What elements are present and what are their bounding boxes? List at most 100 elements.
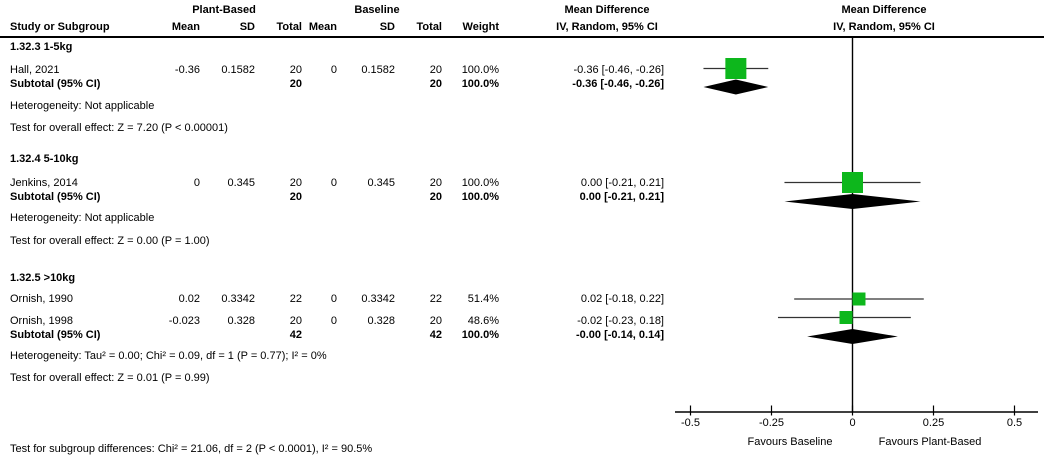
plant-total-cell: 20: [289, 191, 302, 203]
baseline-mean-cell: 0: [330, 315, 337, 327]
plant-mean-header: Mean: [171, 21, 200, 33]
baseline-sd-cell: 0.3342: [361, 293, 395, 305]
iv-random-plot-header: IV, Random, 95% CI: [833, 21, 935, 33]
weight-cell: 51.4%: [467, 293, 499, 305]
baseline-total-cell: 20: [429, 191, 442, 203]
subtotal-label: Subtotal (95% CI): [10, 329, 101, 341]
study-name: Jenkins, 2014: [10, 177, 78, 189]
plant-sd-cell: 0.328: [227, 315, 255, 327]
subgroup-differences-row: Test for subgroup differences: Chi² = 21…: [0, 443, 1044, 456]
plant-sd-cell: 0.345: [227, 177, 255, 189]
plant-mean-cell: 0.02: [178, 293, 200, 305]
heterogeneity-text: Heterogeneity: Not applicable: [10, 100, 155, 112]
study-row: Ornish, 1998 -0.023 0.328 20 0 0.328 20 …: [0, 315, 1044, 328]
subgroup-label: 1.32.5 >10kg: [10, 272, 76, 284]
heterogeneity-row: Heterogeneity: Not applicable: [0, 212, 1044, 225]
baseline-total-header: Total: [416, 21, 442, 33]
overall-effect-row: Test for overall effect: Z = 0.01 (P = 0…: [0, 372, 1044, 385]
plant-sd-cell: 0.1582: [221, 64, 255, 76]
baseline-total-cell: 20: [429, 177, 442, 189]
plant-total-cell: 20: [289, 177, 302, 189]
study-name: Ornish, 1990: [10, 293, 73, 305]
table-column-header-row: Study or Subgroup Mean SD Total Mean SD …: [0, 21, 1044, 34]
favours-baseline-label: Favours Baseline: [747, 436, 833, 448]
iv-random-text-header: IV, Random, 95% CI: [556, 21, 658, 33]
baseline-total-cell: 22: [429, 293, 442, 305]
table-group-header-row: Plant-Based Baseline Mean Difference Mea…: [0, 4, 1044, 17]
header-rule: [0, 36, 1044, 38]
study-row: Jenkins, 2014 0 0.345 20 0 0.345 20 100.…: [0, 177, 1044, 190]
study-name: Hall, 2021: [10, 64, 60, 76]
heterogeneity-row: Heterogeneity: Tau² = 0.00; Chi² = 0.09,…: [0, 350, 1044, 363]
overall-effect-text: Test for overall effect: Z = 0.01 (P = 0…: [10, 372, 210, 384]
baseline-mean-cell: 0: [330, 293, 337, 305]
plant-total-cell: 20: [289, 315, 302, 327]
baseline-mean-cell: 0: [330, 64, 337, 76]
subtotal-row: Subtotal (95% CI) 20 20 100.0% -0.36 [-0…: [0, 78, 1044, 91]
plant-mean-cell: -0.36: [174, 64, 200, 76]
overall-effect-row: Test for overall effect: Z = 7.20 (P < 0…: [0, 122, 1044, 135]
axis-tick-label: -0.25: [758, 417, 785, 429]
plant-mean-cell: -0.023: [168, 315, 200, 327]
weight-cell: 100.0%: [461, 191, 499, 203]
baseline-group-header: Baseline: [354, 4, 400, 16]
axis-tick-label: 0: [849, 417, 856, 429]
study-row: Ornish, 1990 0.02 0.3342 22 0 0.3342 22 …: [0, 293, 1044, 306]
overall-effect-row: Test for overall effect: Z = 0.00 (P = 1…: [0, 235, 1044, 248]
study-row: Hall, 2021 -0.36 0.1582 20 0 0.1582 20 1…: [0, 64, 1044, 77]
baseline-sd-header: SD: [379, 21, 395, 33]
baseline-sd-cell: 0.345: [367, 177, 395, 189]
baseline-total-cell: 20: [429, 64, 442, 76]
baseline-mean-header: Mean: [308, 21, 337, 33]
subgroup-label-row: 1.32.3 1-5kg: [0, 41, 1044, 54]
weight-cell: 100.0%: [461, 64, 499, 76]
ci-text-cell: -0.02 [-0.23, 0.18]: [577, 315, 664, 327]
favours-plant-based-label: Favours Plant-Based: [878, 436, 982, 448]
baseline-sd-cell: 0.328: [367, 315, 395, 327]
axis-tick-label: -0.5: [681, 417, 700, 429]
overall-effect-text: Test for overall effect: Z = 7.20 (P < 0…: [10, 122, 228, 134]
baseline-total-cell: 20: [429, 315, 442, 327]
plant-total-cell: 22: [289, 293, 302, 305]
plant-total-header: Total: [276, 21, 302, 33]
plant-sd-cell: 0.3342: [221, 293, 255, 305]
weight-cell: 100.0%: [461, 78, 499, 90]
heterogeneity-text: Heterogeneity: Tau² = 0.00; Chi² = 0.09,…: [10, 350, 327, 362]
axis-tick-label: 0.5: [1006, 417, 1023, 429]
plant-sd-header: SD: [239, 21, 255, 33]
heterogeneity-row: Heterogeneity: Not applicable: [0, 100, 1044, 113]
subgroup-label: 1.32.3 1-5kg: [10, 41, 73, 53]
weight-cell: 100.0%: [461, 177, 499, 189]
plant-total-cell: 20: [289, 78, 302, 90]
ci-text-cell: -0.36 [-0.46, -0.26]: [572, 78, 664, 90]
ci-text-cell: -0.36 [-0.46, -0.26]: [573, 64, 665, 76]
overall-effect-text: Test for overall effect: Z = 0.00 (P = 1…: [10, 235, 210, 247]
baseline-mean-cell: 0: [330, 177, 337, 189]
ci-text-cell: -0.00 [-0.14, 0.14]: [575, 329, 664, 341]
plant-mean-cell: 0: [193, 177, 200, 189]
subtotal-label: Subtotal (95% CI): [10, 191, 101, 203]
weight-cell: 48.6%: [467, 315, 499, 327]
plant-total-cell: 42: [289, 329, 302, 341]
subgroup-label-row: 1.32.4 5-10kg: [0, 153, 1044, 166]
ci-text-cell: 0.00 [-0.21, 0.21]: [580, 177, 664, 189]
subgroup-differences-text: Test for subgroup differences: Chi² = 21…: [10, 443, 373, 455]
mean-difference-plot-header: Mean Difference: [841, 4, 927, 16]
ci-text-cell: 0.02 [-0.18, 0.22]: [580, 293, 664, 305]
ci-text-cell: 0.00 [-0.21, 0.21]: [579, 191, 664, 203]
plant-total-cell: 20: [289, 64, 302, 76]
weight-cell: 100.0%: [461, 329, 499, 341]
plant-based-group-header: Plant-Based: [192, 4, 256, 16]
subtotal-label: Subtotal (95% CI): [10, 78, 101, 90]
weight-header: Weight: [462, 21, 499, 33]
baseline-total-cell: 20: [429, 78, 442, 90]
subgroup-label-row: 1.32.5 >10kg: [0, 272, 1044, 285]
study-name: Ornish, 1998: [10, 315, 73, 327]
baseline-total-cell: 42: [429, 329, 442, 341]
subtotal-row: Subtotal (95% CI) 42 42 100.0% -0.00 [-0…: [0, 329, 1044, 342]
mean-difference-text-header: Mean Difference: [564, 4, 650, 16]
study-column-header: Study or Subgroup: [10, 21, 110, 33]
subgroup-label: 1.32.4 5-10kg: [10, 153, 79, 165]
subtotal-row: Subtotal (95% CI) 20 20 100.0% 0.00 [-0.…: [0, 191, 1044, 204]
